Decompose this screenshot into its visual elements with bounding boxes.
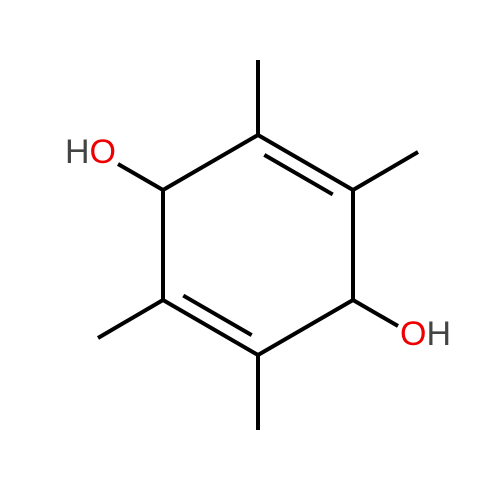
ring-double-bond [183, 296, 251, 336]
oh-label: OH [400, 315, 451, 353]
ring-bond [258, 300, 353, 355]
bond-to-methyl [98, 300, 163, 338]
ring-bond [163, 300, 258, 355]
ring-double-bond [264, 155, 332, 195]
ring-bond [258, 135, 353, 190]
ring-bond [163, 135, 258, 190]
bond-to-oh [118, 164, 163, 190]
molecule-diagram: OH HO [0, 0, 500, 500]
bond-to-oh [353, 300, 398, 326]
bond-to-methyl [353, 152, 418, 190]
oh-label: HO [65, 133, 116, 171]
